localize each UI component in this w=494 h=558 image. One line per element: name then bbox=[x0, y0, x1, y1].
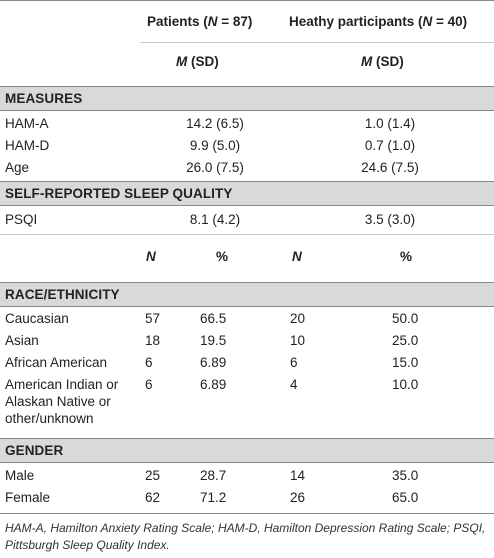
row-label: Caucasian bbox=[5, 311, 69, 326]
row-label: American Indian or Alaskan Native or oth… bbox=[5, 377, 119, 426]
healthy-n-header: N bbox=[292, 249, 302, 264]
healthy-n: 10 bbox=[290, 333, 306, 348]
patients-value: 14.2 (6.5) bbox=[186, 116, 244, 131]
top-rule bbox=[0, 0, 494, 1]
row-label: Age bbox=[5, 160, 30, 175]
table-footnote: HAM-A, Hamilton Anxiety Rating Scale; HA… bbox=[5, 521, 486, 552]
healthy-pct: 15.0 bbox=[392, 355, 419, 370]
healthy-header: Heathy participants (N = 40) bbox=[289, 14, 468, 29]
patients-n: 18 bbox=[145, 333, 161, 348]
section-gender: GENDER bbox=[0, 438, 494, 463]
patients-n-header: N bbox=[146, 249, 156, 264]
healthy-pct: 65.0 bbox=[392, 490, 419, 505]
patients-pct: 71.2 bbox=[200, 490, 227, 505]
section-label: SELF-REPORTED SLEEP QUALITY bbox=[5, 186, 233, 201]
patients-n: 6 bbox=[145, 355, 153, 370]
sleep-rule bbox=[0, 234, 494, 235]
patients-header: Patients (N = 87) bbox=[147, 14, 253, 29]
bottom-rule bbox=[0, 513, 494, 514]
patients-n: 62 bbox=[145, 490, 161, 505]
patients-pct: 19.5 bbox=[200, 333, 227, 348]
healthy-pct: 50.0 bbox=[392, 311, 419, 326]
row-label: HAM-D bbox=[5, 138, 50, 153]
healthy-pct: 35.0 bbox=[392, 468, 419, 483]
section-label: GENDER bbox=[5, 443, 64, 458]
healthy-value: 24.6 (7.5) bbox=[361, 160, 419, 175]
section-label: RACE/ETHNICITY bbox=[5, 287, 120, 302]
row-label: African American bbox=[5, 355, 108, 370]
patients-n: 25 bbox=[145, 468, 161, 483]
patients-value: 26.0 (7.5) bbox=[186, 160, 244, 175]
patients-msd-header: M (SD) bbox=[176, 54, 219, 69]
healthy-value: 0.7 (1.0) bbox=[364, 138, 416, 153]
patients-value: 8.1 (4.2) bbox=[189, 212, 241, 227]
row-label: Male bbox=[5, 468, 35, 483]
healthy-pct: 25.0 bbox=[392, 333, 419, 348]
section-measures: MEASURES bbox=[0, 86, 494, 111]
row-label: PSQI bbox=[5, 212, 38, 227]
section-label: MEASURES bbox=[5, 91, 83, 106]
healthy-pct-header: % bbox=[400, 249, 413, 264]
patients-value: 9.9 (5.0) bbox=[189, 138, 241, 153]
healthy-pct: 10.0 bbox=[392, 377, 419, 392]
row-label: Female bbox=[5, 490, 51, 505]
healthy-n: 20 bbox=[290, 311, 306, 326]
row-label: Asian bbox=[5, 333, 39, 348]
healthy-n: 26 bbox=[290, 490, 306, 505]
patients-pct-header: % bbox=[216, 249, 229, 264]
patients-pct: 28.7 bbox=[200, 468, 227, 483]
row-label: HAM-A bbox=[5, 116, 49, 131]
section-sleep: SELF-REPORTED SLEEP QUALITY bbox=[0, 181, 494, 206]
healthy-n: 14 bbox=[290, 468, 306, 483]
patients-n: 6 bbox=[145, 377, 153, 392]
healthy-value: 3.5 (3.0) bbox=[364, 212, 416, 227]
patients-pct: 66.5 bbox=[200, 311, 227, 326]
header-rule bbox=[140, 42, 494, 43]
healthy-n: 6 bbox=[290, 355, 298, 370]
section-race: RACE/ETHNICITY bbox=[0, 282, 494, 307]
patients-pct: 6.89 bbox=[200, 377, 227, 392]
patients-pct: 6.89 bbox=[200, 355, 227, 370]
patients-n: 57 bbox=[145, 311, 161, 326]
healthy-value: 1.0 (1.4) bbox=[364, 116, 416, 131]
healthy-n: 4 bbox=[290, 377, 298, 392]
healthy-msd-header: M (SD) bbox=[361, 54, 404, 69]
